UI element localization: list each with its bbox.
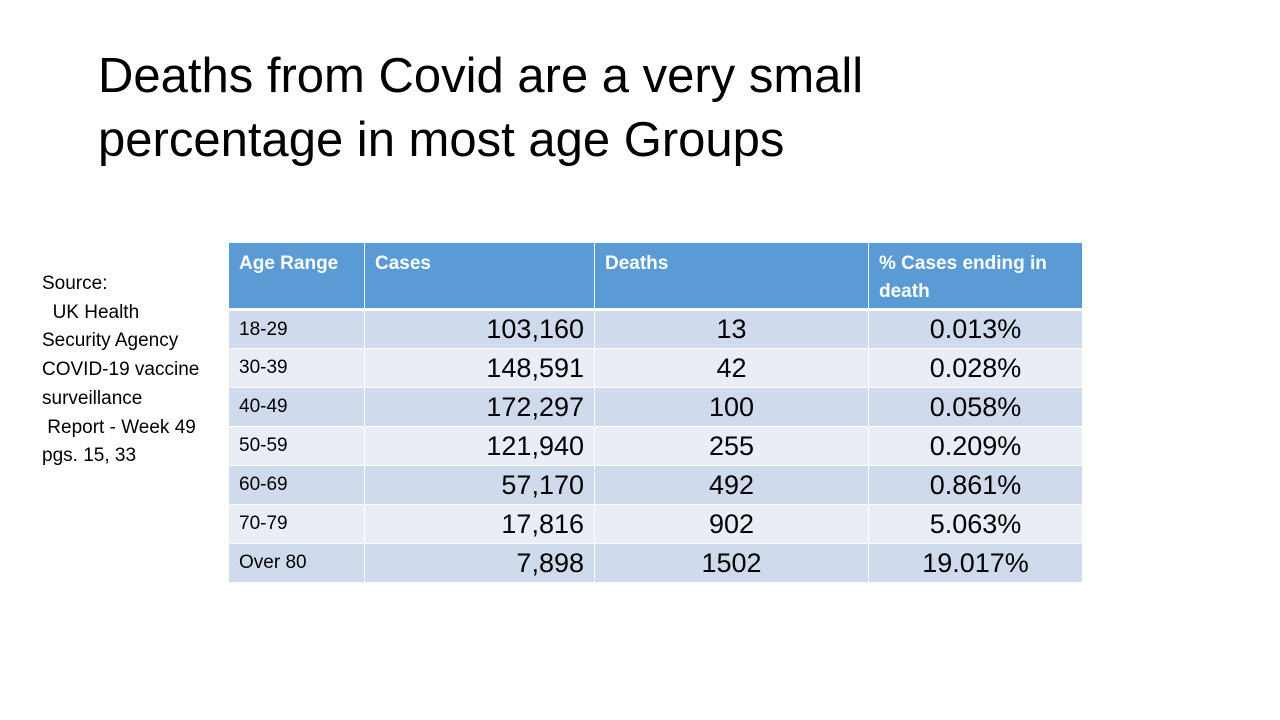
cell-pct: 0.028%: [868, 348, 1083, 388]
age-deaths-table: Age Range Cases Deaths % Cases ending in…: [228, 243, 1083, 583]
cell-age-range: 60-69: [228, 465, 365, 505]
cell-cases: 148,591: [364, 348, 595, 388]
table-row: 50-59 121,940 255 0.209%: [228, 426, 1083, 466]
cell-age-range: 30-39: [228, 348, 365, 388]
header-deaths: Deaths: [594, 243, 869, 311]
table-row: 40-49 172,297 100 0.058%: [228, 387, 1083, 427]
cell-deaths: 255: [594, 426, 869, 466]
cell-pct: 0.058%: [868, 387, 1083, 427]
table-row: 70-79 17,816 902 5.063%: [228, 504, 1083, 544]
table-row: 60-69 57,170 492 0.861%: [228, 465, 1083, 505]
cell-cases: 121,940: [364, 426, 595, 466]
source-note: Source: UK Health Security Agency COVID-…: [42, 273, 200, 467]
cell-pct: 5.063%: [868, 504, 1083, 544]
table-header-row: Age Range Cases Deaths % Cases ending in…: [228, 243, 1083, 311]
cell-cases: 57,170: [364, 465, 595, 505]
cell-age-range: 18-29: [228, 309, 365, 349]
cell-deaths: 1502: [594, 543, 869, 583]
header-age-range: Age Range: [228, 243, 365, 311]
cell-age-range: 70-79: [228, 504, 365, 544]
cell-deaths: 902: [594, 504, 869, 544]
cell-age-range: Over 80: [228, 543, 365, 583]
cell-pct: 0.013%: [868, 309, 1083, 349]
header-cases: Cases: [364, 243, 595, 311]
cell-cases: 17,816: [364, 504, 595, 544]
cell-pct: 19.017%: [868, 543, 1083, 583]
cell-pct: 0.861%: [868, 465, 1083, 505]
header-pct-cases-death: % Cases ending in death: [868, 243, 1083, 311]
cell-deaths: 42: [594, 348, 869, 388]
slide-title: Deaths from Covid are a very small perce…: [98, 49, 864, 167]
cell-cases: 172,297: [364, 387, 595, 427]
cell-deaths: 13: [594, 309, 869, 349]
cell-cases: 7,898: [364, 543, 595, 583]
cell-deaths: 492: [594, 465, 869, 505]
cell-age-range: 40-49: [228, 387, 365, 427]
table-row: Over 80 7,898 1502 19.017%: [228, 543, 1083, 583]
cell-cases: 103,160: [364, 309, 595, 349]
table-row: 18-29 103,160 13 0.013%: [228, 309, 1083, 349]
cell-deaths: 100: [594, 387, 869, 427]
cell-pct: 0.209%: [868, 426, 1083, 466]
cell-age-range: 50-59: [228, 426, 365, 466]
table-row: 30-39 148,591 42 0.028%: [228, 348, 1083, 388]
